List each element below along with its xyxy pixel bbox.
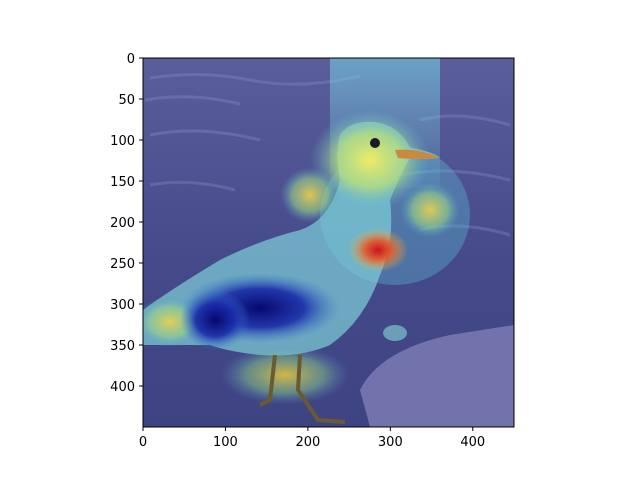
y-tick-label: 150 — [110, 175, 135, 190]
x-tick-label: 100 — [213, 435, 238, 450]
head-heat — [310, 110, 430, 210]
y-tick-label: 100 — [110, 134, 135, 149]
axes-frame — [142, 57, 515, 428]
legs-heat — [220, 345, 350, 405]
x-axis: 0 100 200 300 400 — [139, 427, 485, 450]
x-tick-label: 200 — [295, 435, 320, 450]
y-tick-label: 50 — [118, 93, 135, 108]
heatmap-image — [143, 58, 514, 427]
y-tick-label: 250 — [110, 257, 135, 272]
y-tick-label: 400 — [110, 380, 135, 395]
bird-eye — [370, 138, 380, 148]
y-tick-label: 0 — [127, 52, 135, 67]
y-tick-label: 350 — [110, 339, 135, 354]
bird-beak — [395, 149, 440, 159]
x-tick-label: 300 — [378, 435, 403, 450]
y-axis: 0 50 100 150 200 250 300 350 400 — [110, 52, 143, 395]
y-tick-label: 200 — [110, 216, 135, 231]
x-tick-label: 0 — [139, 435, 147, 450]
x-tick-label: 400 — [460, 435, 485, 450]
y-tick-label: 300 — [110, 298, 135, 313]
neck-hotspot — [348, 228, 408, 272]
sand-area — [360, 325, 514, 427]
